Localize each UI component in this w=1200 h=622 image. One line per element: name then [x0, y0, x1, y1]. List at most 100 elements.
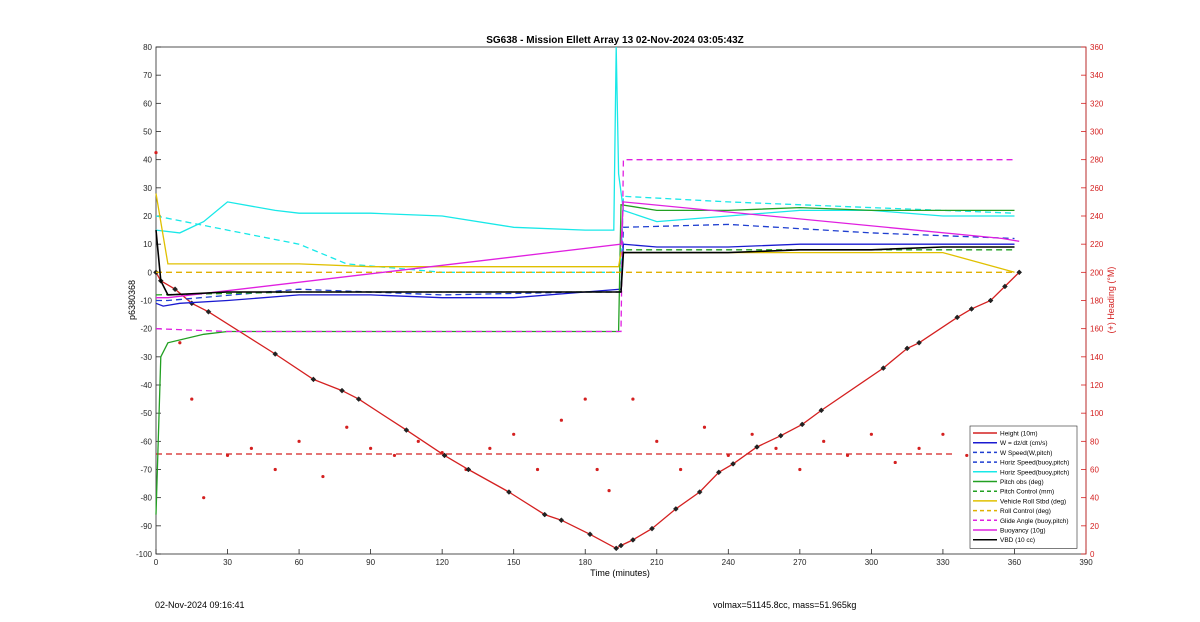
x-tick-label: 240: [722, 558, 736, 567]
x-tick-label: 150: [507, 558, 521, 567]
depth-marker: [506, 489, 512, 495]
y-left-tick-label: 20: [143, 212, 152, 221]
heading-point: [512, 432, 516, 436]
y-left-tick-label: -100: [136, 550, 153, 559]
series-line-4: [155, 195, 1015, 273]
heading-point: [249, 446, 253, 450]
heading-point: [190, 397, 194, 401]
depth-marker: [715, 469, 722, 476]
y-left-tick-label: -30: [140, 353, 152, 362]
series-line-0: [155, 271, 1020, 550]
y-left-tick-label: -80: [140, 494, 152, 503]
heading-point: [321, 474, 325, 479]
heading-point: [750, 432, 754, 436]
depth-marker: [618, 542, 624, 549]
y-right-tick-label: 320: [1090, 99, 1104, 108]
heading-point: [154, 151, 158, 155]
y-left-tick-label: -10: [140, 297, 152, 306]
legend-label: Pitch Control (mm): [1000, 489, 1054, 496]
depth-marker: [205, 308, 212, 315]
heading-point: [273, 467, 277, 472]
depth-marker: [541, 511, 548, 518]
depth-marker: [558, 517, 565, 524]
chart-title: SG638 - Mission Ellett Array 13 02-Nov-2…: [486, 35, 744, 46]
legend-label: Roll Control (deg): [1000, 508, 1051, 515]
y-left-tick-label: -50: [140, 409, 152, 418]
heading-point: [595, 467, 599, 472]
y-right-tick-label: 220: [1090, 240, 1104, 249]
depth-marker: [672, 506, 679, 512]
y-left-tick-label: 60: [143, 99, 152, 108]
series-line-9: [155, 159, 1015, 333]
heading-point: [726, 453, 730, 458]
depth-marker: [730, 461, 736, 467]
y-left-tick-label: 0: [148, 268, 153, 277]
depth-marker: [272, 351, 279, 357]
y-left-tick-label: 50: [143, 128, 152, 137]
depth-marker: [880, 365, 887, 371]
y-left-tick-label: -70: [140, 466, 152, 475]
legend-label: Vehicle Roll Stbd (deg): [1000, 498, 1066, 505]
y-left-tick-label: -20: [140, 325, 152, 334]
x-tick-label: 270: [793, 558, 807, 567]
depth-marker: [403, 427, 410, 433]
y-right-tick-label: 100: [1090, 409, 1104, 418]
x-tick-label: 60: [295, 558, 304, 567]
x-tick-label: 300: [865, 558, 879, 567]
depth-marker: [954, 314, 961, 321]
y-right-tick-label: 40: [1090, 494, 1099, 503]
x-tick-label: 390: [1079, 558, 1093, 567]
heading-point: [822, 439, 826, 443]
depth-marker: [613, 545, 620, 552]
legend-box: [969, 425, 1078, 549]
series-line-2: [156, 223, 1015, 302]
plot-area: 0 30 60 90 120 150 180 210 240 270 300 330 360 390807…: [136, 43, 1104, 567]
y-left-tick-label: -90: [140, 522, 152, 531]
depth-marker: [1002, 283, 1008, 290]
series-line-7: [155, 193, 1015, 273]
series-line-1: [155, 243, 1015, 307]
heading-point: [225, 453, 230, 458]
heading-point: [392, 453, 397, 458]
depth-marker: [799, 421, 806, 428]
depth-marker: [754, 444, 760, 450]
legend-label: Horiz Speed(buoy,pitch): [1000, 460, 1069, 467]
y-right-tick-label: 360: [1090, 43, 1104, 52]
heading-point: [202, 496, 206, 500]
y-right-tick-label: 140: [1090, 353, 1104, 362]
depth-marker: [355, 396, 362, 402]
y-right-tick-label: 280: [1090, 156, 1104, 165]
x-tick-label: 360: [1008, 558, 1022, 567]
legend-label: W Speed(W,pitch): [1000, 450, 1052, 457]
y-left-tick-label: -40: [140, 381, 152, 390]
heading-point: [869, 432, 873, 436]
series-line-11: [155, 230, 1015, 296]
depth-marker: [904, 345, 911, 352]
heading-point: [535, 467, 540, 472]
depth-marker: [777, 432, 784, 439]
legend-label: Glide Angle (buoy,pitch): [1000, 518, 1069, 525]
footer-timestamp: 02-Nov-2024 09:16:41: [155, 600, 245, 610]
depth-marker: [968, 306, 975, 312]
x-axis-label: Time (minutes): [590, 568, 650, 578]
x-tick-label: 180: [579, 558, 593, 567]
heading-point: [965, 453, 969, 458]
heading-point: [178, 341, 182, 345]
legend-label: Horiz Speed(buoy,pitch): [1000, 469, 1069, 476]
depth-marker: [587, 531, 593, 538]
heading-point: [798, 467, 802, 472]
depth-marker: [649, 525, 655, 532]
y-axis-left-label: p6380368: [127, 280, 137, 320]
depth-marker: [339, 387, 345, 394]
depth-marker: [1016, 269, 1023, 276]
heading-point: [679, 467, 683, 472]
x-tick-label: 90: [366, 558, 375, 567]
depth-marker: [696, 489, 703, 495]
depth-marker: [310, 376, 317, 383]
depth-marker: [987, 297, 994, 304]
series-line-10: [156, 201, 1020, 299]
heading-point: [702, 425, 707, 429]
heading-point: [917, 446, 921, 450]
y-left-tick-label: 30: [143, 184, 152, 193]
